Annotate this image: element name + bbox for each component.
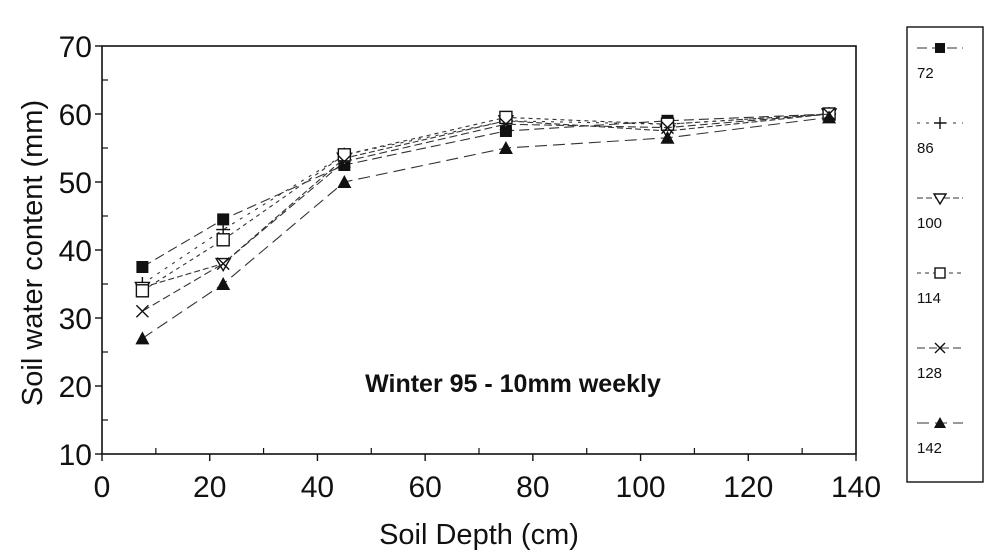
legend-marker xyxy=(934,342,946,354)
data-point xyxy=(217,213,230,226)
legend-entry-100: 100 xyxy=(917,193,963,232)
data-point xyxy=(214,257,232,272)
legend: 72 86 100 114 128 142 xyxy=(906,26,984,483)
series-142 xyxy=(135,110,837,345)
y-tick-label: 40 xyxy=(59,235,92,268)
legend-marker xyxy=(934,267,946,279)
y-tick-label: 30 xyxy=(59,303,92,336)
y-tick-label: 60 xyxy=(59,99,92,132)
data-point xyxy=(499,117,513,131)
data-point xyxy=(660,130,675,144)
data-point xyxy=(337,148,352,162)
legend-entry-128: 128 xyxy=(917,342,963,382)
legend-entry-72: 72 xyxy=(917,43,963,82)
legend-marker xyxy=(934,117,946,129)
data-point xyxy=(216,233,230,247)
chart-annotation: Winter 95 - 10mm weekly xyxy=(365,370,661,398)
series-line xyxy=(142,113,830,312)
x-tick-label: 0 xyxy=(94,471,111,504)
x-tick-label: 40 xyxy=(301,471,334,504)
data-point xyxy=(135,331,150,345)
legend-label: 114 xyxy=(917,290,941,307)
y-tick-label: 70 xyxy=(59,31,92,64)
legend-marker xyxy=(934,417,946,428)
series-layer xyxy=(134,107,838,345)
data-point xyxy=(337,175,352,188)
y-tick-label: 20 xyxy=(59,371,92,404)
legend-marker xyxy=(935,43,945,53)
legend-label: 100 xyxy=(917,215,942,232)
series-114 xyxy=(135,107,836,298)
legend-label: 86 xyxy=(917,140,934,157)
data-point xyxy=(135,304,149,318)
legend-entry-86: 86 xyxy=(917,117,963,157)
legend-entry-114: 114 xyxy=(917,267,963,307)
series-128 xyxy=(135,107,836,318)
legend-label: 142 xyxy=(917,440,942,457)
series-line xyxy=(142,113,830,288)
data-point xyxy=(135,284,150,298)
y-tick-label: 50 xyxy=(59,167,92,200)
series-86 xyxy=(135,107,837,291)
data-point xyxy=(216,257,230,271)
x-tick-label: 100 xyxy=(616,471,666,504)
legend-marker xyxy=(932,193,948,206)
x-tick-label: 60 xyxy=(408,471,441,504)
legend-label: 72 xyxy=(917,65,934,82)
series-line xyxy=(142,113,830,292)
series-100 xyxy=(134,108,838,296)
data-point xyxy=(216,277,231,290)
series-line xyxy=(142,113,830,285)
data-point xyxy=(498,141,513,154)
y-axis-title: Soil water content (mm) xyxy=(17,100,49,406)
x-tick-label: 20 xyxy=(193,471,226,504)
data-point xyxy=(136,261,149,273)
series-line xyxy=(142,113,830,268)
x-tick-label: 120 xyxy=(723,471,773,504)
data-point xyxy=(337,155,351,169)
x-tick-label: 80 xyxy=(516,471,549,504)
legend-label: 128 xyxy=(917,365,942,382)
axes: 0 20 40 60 80 100 120 140 10 20 30 40 50 60 70 xyxy=(59,31,881,504)
data-point xyxy=(499,110,513,125)
data-point xyxy=(822,110,837,124)
legend-box xyxy=(906,26,984,483)
y-tick-label: 10 xyxy=(59,439,92,472)
x-tick-label: 140 xyxy=(831,471,881,504)
data-point xyxy=(661,121,674,135)
legend-entry-142: 142 xyxy=(917,417,963,457)
series-line xyxy=(142,116,830,339)
x-axis-title: Soil Depth (cm) xyxy=(379,519,579,551)
series-72 xyxy=(136,108,836,273)
